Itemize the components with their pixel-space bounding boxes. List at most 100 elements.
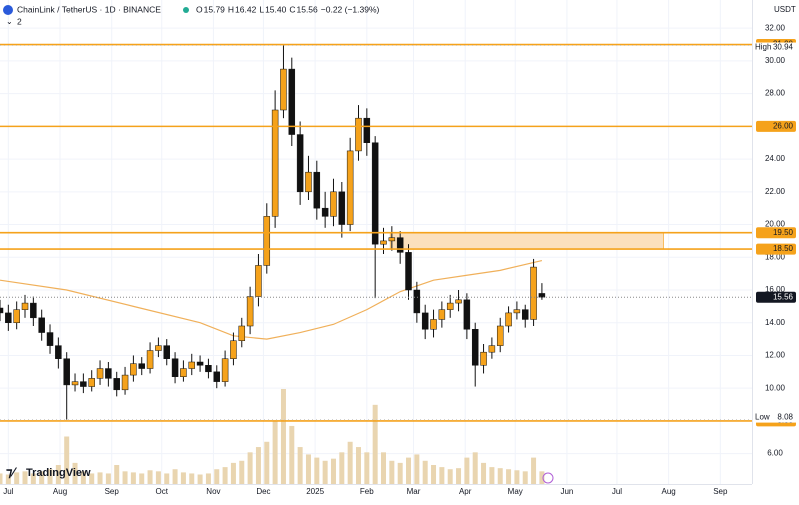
volume-bar: [464, 457, 470, 484]
ohlc-key: H: [228, 4, 234, 14]
candle-body: [538, 293, 546, 298]
chevron[interactable]: ⌄: [6, 17, 13, 26]
volume-bar: [105, 473, 111, 484]
last-price-label: 15.56: [773, 292, 794, 301]
volume-bar: [406, 457, 412, 484]
candle-body: [263, 216, 271, 266]
volume-bar: [172, 469, 178, 484]
last-price-tag: [756, 291, 796, 303]
candle-body: [96, 368, 104, 379]
moving-average: [0, 259, 543, 340]
y-tick-label: 6.00: [767, 449, 783, 458]
candle-body: [496, 325, 504, 346]
candle-body: [338, 191, 346, 225]
candle-body: [13, 309, 20, 323]
settings-icon[interactable]: [542, 472, 554, 484]
x-tick-label: Sep: [713, 487, 728, 496]
symbol-icon: [3, 5, 13, 15]
price-axis: 6.008.0010.0012.0014.0016.0018.0020.0022…: [753, 23, 799, 458]
candle-body: [455, 299, 462, 304]
candle-body: [413, 289, 421, 314]
candle-body: [113, 378, 120, 391]
currency[interactable]: USDT: [774, 5, 796, 14]
x-tick-label: Apr: [459, 487, 472, 496]
candle-body: [138, 363, 145, 369]
volume-bar: [147, 470, 153, 484]
candle-body: [155, 345, 162, 351]
x-tick-label: Dec: [256, 487, 270, 496]
x-tick-label: Feb: [360, 487, 374, 496]
volume-bar: [522, 471, 528, 484]
candle-body: [488, 345, 496, 353]
volume-bar: [222, 467, 228, 484]
candle-body: [321, 207, 329, 217]
change: −0.22 (−1.39%): [321, 4, 380, 14]
volume-bar: [297, 447, 303, 484]
candle-body: [380, 240, 387, 245]
y-tick-label: 18.00: [765, 252, 786, 261]
candle-body: [255, 265, 262, 297]
volume-bar: [431, 465, 437, 484]
volume-bar: [364, 452, 370, 484]
x-tick-label: Nov: [206, 487, 220, 496]
volume-bar: [456, 468, 462, 484]
marker-label: 30.94: [773, 43, 794, 52]
logo-text: TradingView: [26, 467, 91, 479]
volume-bar: [197, 474, 203, 484]
candle-body: [230, 340, 237, 359]
candle-body: [355, 117, 362, 152]
ohlc-key: C: [289, 4, 295, 14]
candle-body: [38, 317, 45, 333]
candle-body: [446, 302, 454, 310]
y-tick-label: 28.00: [765, 89, 786, 98]
x-tick-label: Sep: [105, 487, 120, 496]
marker-label: 8.08: [777, 413, 793, 422]
volume-bar: [47, 469, 53, 484]
volume-bar: [414, 454, 420, 484]
volume-bar: [339, 452, 345, 484]
volume-bar: [22, 471, 28, 484]
volume-bar: [214, 469, 220, 484]
volume-bar: [180, 472, 186, 484]
volume-bar: [447, 469, 453, 484]
volume-bar: [14, 472, 20, 484]
candle-body: [280, 68, 287, 111]
y-tick-label: 24.00: [765, 154, 786, 163]
x-tick-label: Jul: [3, 487, 13, 496]
candle-body: [246, 296, 254, 327]
candle-body: [238, 325, 246, 341]
candle-body: [55, 345, 62, 359]
candle-body: [21, 302, 29, 310]
volume-bar: [130, 472, 136, 484]
y-tick-label: 16.00: [765, 285, 786, 294]
volume-bar: [264, 441, 270, 484]
volume-bar: [97, 472, 103, 484]
candle-body: [521, 309, 529, 320]
candle-body: [471, 329, 479, 366]
ohlc-value: 15.79: [204, 4, 226, 14]
candle-body: [180, 368, 187, 377]
x-tick-label: Aug: [662, 487, 676, 496]
y-tick-label: 14.00: [765, 318, 786, 327]
level-tag: [756, 120, 796, 132]
logo: ⁊⁄ TradingView: [6, 464, 91, 479]
candle-body: [105, 368, 112, 379]
volume-bar: [497, 468, 503, 484]
candle-body: [80, 381, 87, 387]
volume-bar: [472, 452, 478, 484]
ohlc-key: O: [196, 4, 203, 14]
volume-bar: [5, 474, 11, 484]
candle-body: [0, 307, 4, 314]
legend-header: ChainLink / TetherUS · 1D · BINANCE 2 ⌄ …: [3, 4, 796, 26]
candle-body: [480, 351, 487, 366]
x-tick-label: Oct: [156, 487, 169, 496]
candle-body: [438, 309, 446, 320]
candle-body: [305, 171, 312, 193]
volume-bar: [30, 473, 36, 484]
candle-body: [371, 142, 379, 245]
volume-bar: [164, 473, 170, 484]
level-label: 18.50: [773, 244, 794, 253]
volume-bar: [272, 420, 278, 484]
volume-bar: [531, 457, 537, 484]
